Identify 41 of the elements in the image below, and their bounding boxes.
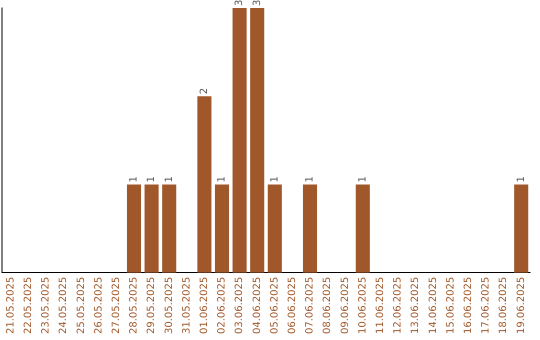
x-tick-label: 12.06.2025 [392,276,404,334]
x-tick-label: 30.05.2025 [164,276,175,334]
x-tick-label: 09.06.2025 [340,276,351,334]
x-tick-label: 13.06.2025 [410,276,422,334]
data-label: 1 [304,176,316,182]
x-tick-label: 16.06.2025 [462,276,474,334]
x-tick-label: 06.06.2025 [286,276,298,334]
data-label: 1 [216,176,228,182]
data-label: 2 [198,88,210,94]
x-tick-label: 21.05.2025 [5,276,16,334]
x-tick-label: 10.06.2025 [357,276,368,334]
x-tick-label: 27.05.2025 [110,276,122,334]
x-tick-label: 04.06.2025 [252,276,263,334]
x-tick-label: 24.05.2025 [58,276,70,334]
x-tick-label: 14.06.2025 [428,276,439,334]
x-tick-label: 03.06.2025 [234,276,246,334]
x-tick-label: 07.06.2025 [304,276,316,334]
x-tick-label: 19.06.2025 [516,276,527,334]
x-tick-label: 08.06.2025 [322,276,334,334]
data-label: 1 [516,176,527,182]
x-tick-label: 11.06.2025 [374,276,386,334]
x-tick-label: 05.06.2025 [269,276,280,334]
x-tick-label: 23.05.2025 [40,276,52,334]
x-tick-label: 22.05.2025 [22,276,34,334]
data-label: 1 [357,176,368,182]
x-tick-label: 17.06.2025 [480,276,492,334]
data-label: 1 [269,176,280,182]
data-label: 1 [146,176,158,182]
data-label: 3 [234,0,246,6]
data-label: 1 [164,176,175,182]
x-tick-label: 28.05.2025 [128,276,140,334]
x-tick-label: 01.06.2025 [198,276,210,334]
data-label: 1 [128,176,140,182]
x-tick-label: 02.06.2025 [216,276,228,334]
x-tick-label: 29.05.2025 [146,276,158,334]
x-tick-label: 26.05.2025 [93,276,104,334]
x-tick-label: 31.05.2025 [181,276,192,334]
x-tick-label: 25.05.2025 [76,276,87,334]
data-label: 3 [252,0,263,6]
x-tick-label: 18.06.2025 [498,276,510,334]
x-tick-label: 15.06.2025 [445,276,456,334]
